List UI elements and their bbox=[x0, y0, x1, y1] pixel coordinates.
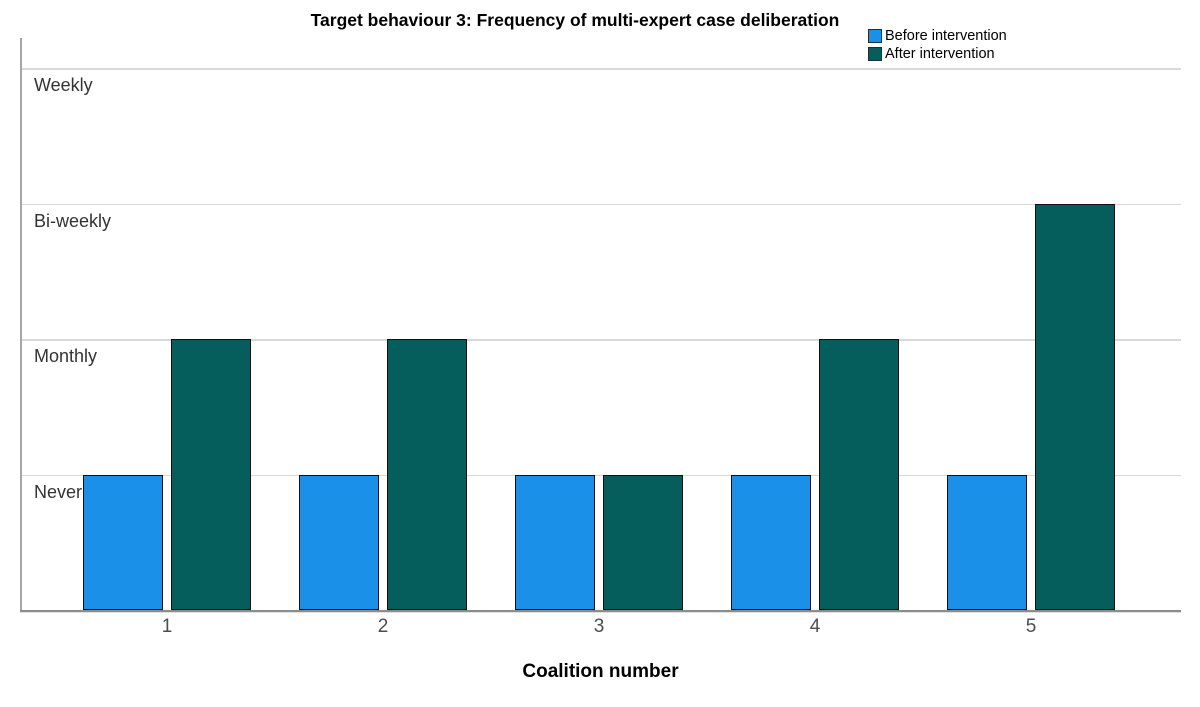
legend-swatch-icon bbox=[868, 47, 882, 61]
x-tick-label: 5 bbox=[1025, 616, 1037, 637]
bar-before-intervention bbox=[731, 474, 811, 610]
bar-after-intervention bbox=[387, 339, 467, 610]
y-category-label: Never bbox=[34, 481, 83, 502]
legend-swatch-icon bbox=[868, 29, 882, 43]
legend-label: Before intervention bbox=[885, 28, 1007, 44]
x-tick-label: 3 bbox=[593, 616, 605, 637]
bar-after-intervention bbox=[819, 339, 899, 610]
x-tick-label: 4 bbox=[809, 616, 821, 637]
gridline bbox=[21, 474, 1181, 476]
y-category-label: Weekly bbox=[34, 75, 93, 95]
bar-before-intervention bbox=[947, 474, 1027, 610]
gridline bbox=[21, 203, 1181, 205]
x-axis-title: Coalition number bbox=[522, 661, 679, 682]
x-axis-line bbox=[20, 610, 1181, 612]
bar-before-intervention bbox=[299, 474, 379, 610]
x-tick-label: 1 bbox=[161, 616, 173, 637]
chart-title: Target behaviour 3: Frequency of multi-e… bbox=[310, 10, 840, 30]
bar-before-intervention bbox=[83, 474, 163, 610]
y-category-label: Monthly bbox=[34, 346, 98, 366]
legend-label: After intervention bbox=[885, 46, 995, 62]
legend-item: After intervention bbox=[868, 46, 1007, 62]
legend-item: Before intervention bbox=[868, 28, 1007, 44]
bar-after-intervention bbox=[171, 339, 251, 610]
bar-before-intervention bbox=[515, 474, 595, 610]
gridline bbox=[21, 339, 1181, 341]
x-tick-label: 2 bbox=[377, 616, 389, 637]
y-category-label: Bi-weekly bbox=[34, 210, 112, 231]
bar-after-intervention bbox=[603, 474, 683, 610]
bar-after-intervention bbox=[1035, 203, 1115, 610]
y-axis-line bbox=[20, 38, 22, 611]
legend: Before intervention After intervention bbox=[864, 26, 1013, 66]
gridline bbox=[21, 68, 1181, 70]
